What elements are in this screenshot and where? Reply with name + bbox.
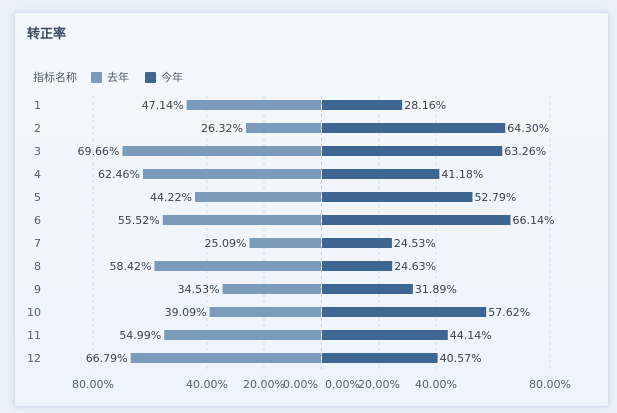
category-label: 6 (34, 214, 41, 227)
data-label-this-year: 40.57% (440, 352, 482, 365)
x-tick-right: 0.00% (325, 378, 360, 391)
x-tick-right: 80.00% (529, 378, 571, 391)
data-label-this-year: 31.89% (415, 283, 457, 296)
legend-text-this-year: 今年 (161, 71, 183, 84)
data-label-this-year: 52.79% (474, 191, 516, 204)
data-label-last-year: 34.53% (178, 283, 220, 296)
bar-last-year (154, 261, 321, 271)
bar-this-year (322, 123, 506, 133)
data-label-this-year: 63.26% (504, 145, 546, 158)
category-label: 11 (27, 329, 41, 342)
legend-label: 指标名称 (33, 71, 77, 84)
data-label-last-year: 66.79% (86, 352, 128, 365)
category-label: 3 (34, 145, 41, 158)
data-label-this-year: 41.18% (441, 168, 483, 181)
bar-this-year (322, 238, 392, 248)
bar-this-year (322, 261, 393, 271)
data-label-last-year: 62.46% (98, 168, 140, 181)
bar-this-year (322, 353, 438, 363)
category-label: 2 (34, 122, 41, 135)
x-tick-left: 80.00% (72, 378, 114, 391)
legend-swatch-last-year (91, 71, 102, 83)
category-label: 8 (34, 260, 41, 273)
legend-swatch-this-year (145, 71, 156, 83)
bar-this-year (322, 284, 413, 294)
data-label-last-year: 25.09% (205, 237, 247, 250)
data-label-this-year: 24.53% (394, 237, 436, 250)
data-label-this-year: 57.62% (488, 306, 530, 319)
bar-this-year (322, 330, 448, 340)
data-label-last-year: 47.14% (142, 99, 184, 112)
x-tick-right: 40.00% (415, 378, 457, 391)
legend: 指标名称 去年 今年 (33, 69, 193, 85)
data-label-last-year: 26.32% (201, 122, 243, 135)
bar-last-year (122, 146, 322, 156)
data-label-this-year: 44.14% (450, 329, 492, 342)
x-tick-left: 20.00% (243, 378, 285, 391)
data-label-this-year: 28.16% (404, 99, 446, 112)
data-label-this-year: 64.30% (507, 122, 549, 135)
x-tick-left: 40.00% (186, 378, 228, 391)
x-tick-left: 0.00% (283, 378, 318, 391)
bar-this-year (322, 100, 403, 110)
data-label-last-year: 44.22% (150, 191, 192, 204)
data-label-last-year: 39.09% (165, 306, 207, 319)
bar-this-year (322, 192, 473, 202)
legend-item-last-year[interactable]: 去年 (91, 69, 129, 85)
category-label: 9 (34, 283, 41, 296)
bar-this-year (322, 146, 503, 156)
bar-last-year (194, 192, 321, 202)
bar-this-year (322, 307, 487, 317)
x-tick-right: 20.00% (358, 378, 400, 391)
category-label: 5 (34, 191, 41, 204)
data-label-this-year: 24.63% (394, 260, 436, 273)
data-label-last-year: 69.66% (78, 145, 120, 158)
bar-last-year (142, 169, 321, 179)
legend-item-this-year[interactable]: 今年 (145, 69, 183, 85)
legend-text-last-year: 去年 (107, 71, 129, 84)
bar-last-year (186, 100, 321, 110)
chart-card: 转正率 指标名称 去年 今年 (14, 12, 609, 407)
category-label: 1 (34, 99, 41, 112)
bar-last-year (130, 353, 321, 363)
bar-this-year (322, 169, 440, 179)
bar-last-year (249, 238, 321, 248)
category-label: 4 (34, 168, 41, 181)
data-label-this-year: 66.14% (512, 214, 554, 227)
bar-last-year (164, 330, 321, 340)
panel-title: 转正率 (27, 27, 67, 42)
bar-last-year (209, 307, 321, 317)
category-label: 12 (27, 352, 41, 365)
bar-this-year (322, 215, 511, 225)
data-label-last-year: 58.42% (110, 260, 152, 273)
bar-last-year (245, 123, 321, 133)
data-label-last-year: 55.52% (118, 214, 160, 227)
data-label-last-year: 54.99% (119, 329, 161, 342)
category-label: 10 (27, 306, 41, 319)
bar-last-year (162, 215, 321, 225)
bar-last-year (222, 284, 321, 294)
category-label: 7 (34, 237, 41, 250)
